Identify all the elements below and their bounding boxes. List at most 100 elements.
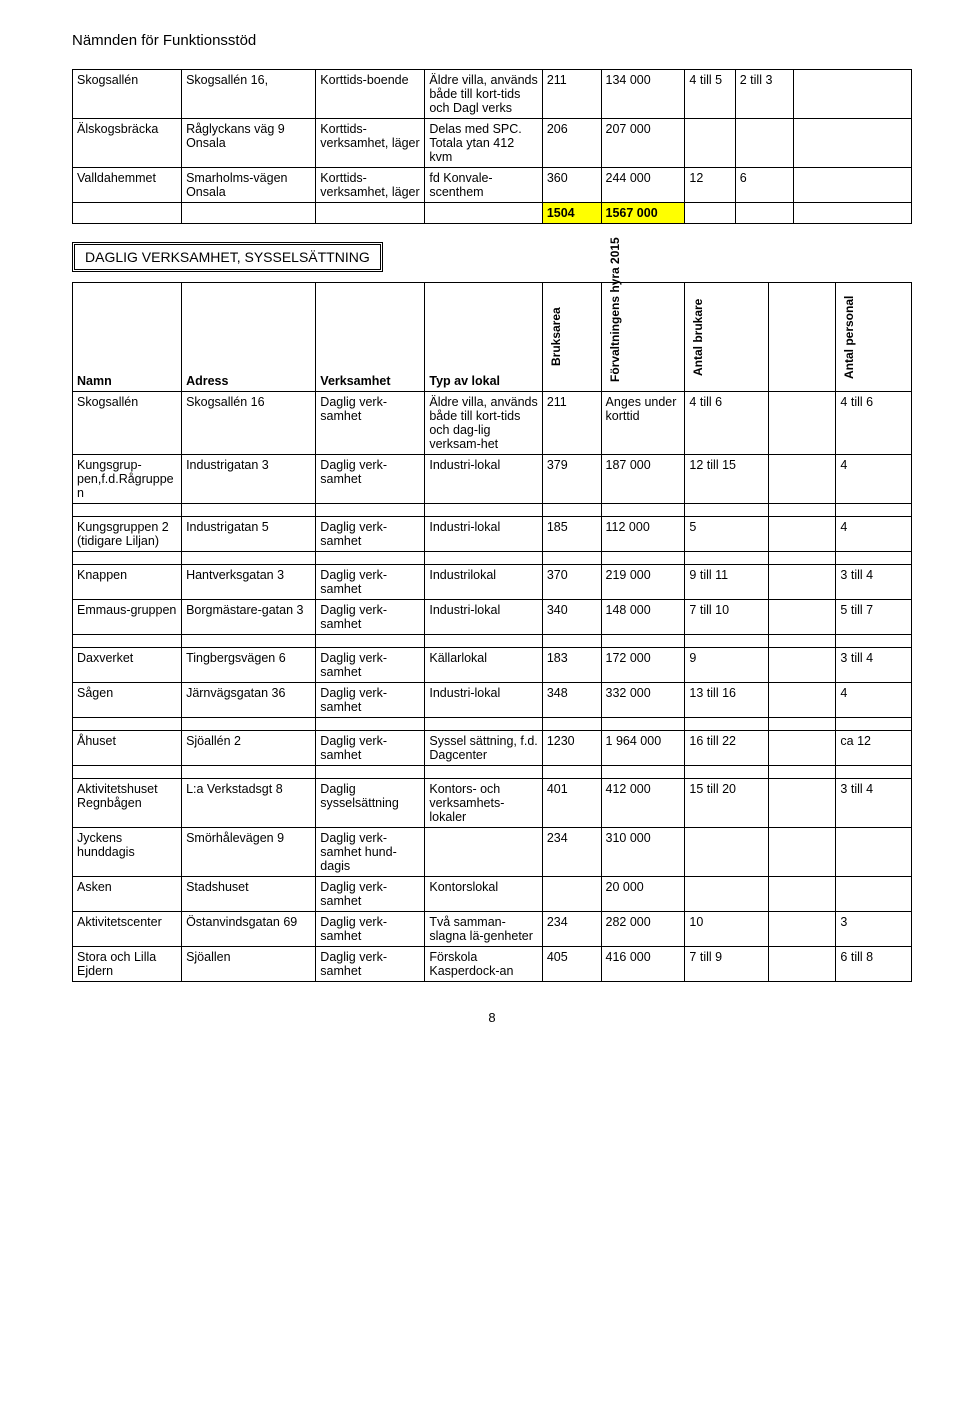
page-title: Nämnden för Funktionsstöd bbox=[72, 32, 912, 49]
cell: 348 bbox=[542, 683, 601, 718]
cell bbox=[685, 203, 735, 224]
cell: Råglyckans väg 9 Onsala bbox=[182, 119, 316, 168]
cell bbox=[769, 947, 836, 982]
cell: 6 bbox=[735, 168, 794, 203]
page-number: 8 bbox=[72, 1010, 912, 1025]
cell: 244 000 bbox=[601, 168, 685, 203]
cell: Industrilokal bbox=[425, 565, 542, 600]
cell bbox=[685, 119, 735, 168]
table-row: ÅhusetSjöallén 2Daglig verk-samhetSyssel… bbox=[73, 731, 912, 766]
cell: Skogsallén 16 bbox=[182, 392, 316, 455]
column-header: Antal personal bbox=[836, 283, 912, 392]
cell bbox=[769, 877, 836, 912]
spacer-row bbox=[73, 552, 912, 565]
cell: ca 12 bbox=[836, 731, 912, 766]
table-daglig: NamnAdressVerksamhetTyp av lokalBruksare… bbox=[72, 282, 912, 982]
cell: 219 000 bbox=[601, 565, 685, 600]
column-header: Typ av lokal bbox=[425, 283, 542, 392]
cell: Källarlokal bbox=[425, 648, 542, 683]
table-row: AktivitetscenterÖstanvindsgatan 69Daglig… bbox=[73, 912, 912, 947]
cell bbox=[769, 683, 836, 718]
cell: 4 till 5 bbox=[685, 70, 735, 119]
cell: 3 till 4 bbox=[836, 565, 912, 600]
cell bbox=[794, 168, 912, 203]
cell: 5 bbox=[685, 517, 769, 552]
cell: Kungsgruppen 2 (tidigare Liljan) bbox=[73, 517, 182, 552]
cell: Stora och Lilla Ejdern bbox=[73, 947, 182, 982]
cell: Industri-lokal bbox=[425, 517, 542, 552]
cell: 1230 bbox=[542, 731, 601, 766]
cell bbox=[735, 203, 794, 224]
cell: 4 till 6 bbox=[685, 392, 769, 455]
table-row: SkogsallénSkogsallén 16Daglig verk-samhe… bbox=[73, 392, 912, 455]
cell bbox=[769, 565, 836, 600]
cell: Industrigatan 5 bbox=[182, 517, 316, 552]
table-row: Kungsgruppen 2 (tidigare Liljan)Industri… bbox=[73, 517, 912, 552]
cell: Industri-lokal bbox=[425, 683, 542, 718]
cell bbox=[316, 203, 425, 224]
cell: Industrigatan 3 bbox=[182, 455, 316, 504]
column-header: Förvaltningens hyra 2015 bbox=[601, 283, 685, 392]
cell: Sjöallén 2 bbox=[182, 731, 316, 766]
cell: Daglig verk-samhet bbox=[316, 392, 425, 455]
cell: 282 000 bbox=[601, 912, 685, 947]
table-row: SkogsallénSkogsallén 16,Korttids-boendeÄ… bbox=[73, 70, 912, 119]
cell: Aktivitetshuset Regnbågen bbox=[73, 779, 182, 828]
cell bbox=[769, 828, 836, 877]
section-heading: DAGLIG VERKSAMHET, SYSSELSÄTTNING bbox=[72, 242, 383, 272]
cell: 12 till 15 bbox=[685, 455, 769, 504]
cell: Korttids-verksamhet, läger bbox=[316, 119, 425, 168]
cell: Industri-lokal bbox=[425, 600, 542, 635]
column-header bbox=[769, 283, 836, 392]
column-header: Antal brukare bbox=[685, 283, 769, 392]
cell: 416 000 bbox=[601, 947, 685, 982]
cell: Daglig verk-samhet bbox=[316, 600, 425, 635]
cell: Järnvägsgatan 36 bbox=[182, 683, 316, 718]
cell: 4 bbox=[836, 455, 912, 504]
cell: 211 bbox=[542, 392, 601, 455]
cell: fd Konvale-scenthem bbox=[425, 168, 542, 203]
cell: Borgmästare-gatan 3 bbox=[182, 600, 316, 635]
cell: Valldahemmet bbox=[73, 168, 182, 203]
cell: 9 till 11 bbox=[685, 565, 769, 600]
cell: Åhuset bbox=[73, 731, 182, 766]
cell: Anges under korttid bbox=[601, 392, 685, 455]
cell: Daglig verk-samhet bbox=[316, 683, 425, 718]
cell: Skogsallén bbox=[73, 70, 182, 119]
table-header-row: NamnAdressVerksamhetTyp av lokalBruksare… bbox=[73, 283, 912, 392]
cell: Skogsallén 16, bbox=[182, 70, 316, 119]
cell: 401 bbox=[542, 779, 601, 828]
cell: 7 till 10 bbox=[685, 600, 769, 635]
cell: Daglig verk-samhet bbox=[316, 565, 425, 600]
cell: 4 bbox=[836, 517, 912, 552]
cell: 6 till 8 bbox=[836, 947, 912, 982]
cell: Jyckens hunddagis bbox=[73, 828, 182, 877]
cell: 1567 000 bbox=[601, 203, 685, 224]
cell bbox=[769, 912, 836, 947]
cell: 16 till 22 bbox=[685, 731, 769, 766]
cell: 405 bbox=[542, 947, 601, 982]
cell: 332 000 bbox=[601, 683, 685, 718]
cell bbox=[836, 828, 912, 877]
cell: Östanvindsgatan 69 bbox=[182, 912, 316, 947]
cell bbox=[425, 828, 542, 877]
cell bbox=[769, 600, 836, 635]
cell: Kontors- och verksamhets-lokaler bbox=[425, 779, 542, 828]
cell: 1504 bbox=[542, 203, 601, 224]
cell bbox=[794, 203, 912, 224]
column-header: Bruksarea bbox=[542, 283, 601, 392]
cell bbox=[182, 203, 316, 224]
cell: Daglig verk-samhet hund-dagis bbox=[316, 828, 425, 877]
cell bbox=[769, 648, 836, 683]
cell bbox=[735, 119, 794, 168]
cell: 234 bbox=[542, 912, 601, 947]
table-row: Kungsgrup-pen,f.d.RågruppenIndustrigatan… bbox=[73, 455, 912, 504]
cell: Sågen bbox=[73, 683, 182, 718]
table-row-totals: 15041567 000 bbox=[73, 203, 912, 224]
cell: Daglig verk-samhet bbox=[316, 877, 425, 912]
cell: Emmaus-gruppen bbox=[73, 600, 182, 635]
cell: 4 bbox=[836, 683, 912, 718]
cell: 206 bbox=[542, 119, 601, 168]
cell: 211 bbox=[542, 70, 601, 119]
cell: Aktivitetscenter bbox=[73, 912, 182, 947]
